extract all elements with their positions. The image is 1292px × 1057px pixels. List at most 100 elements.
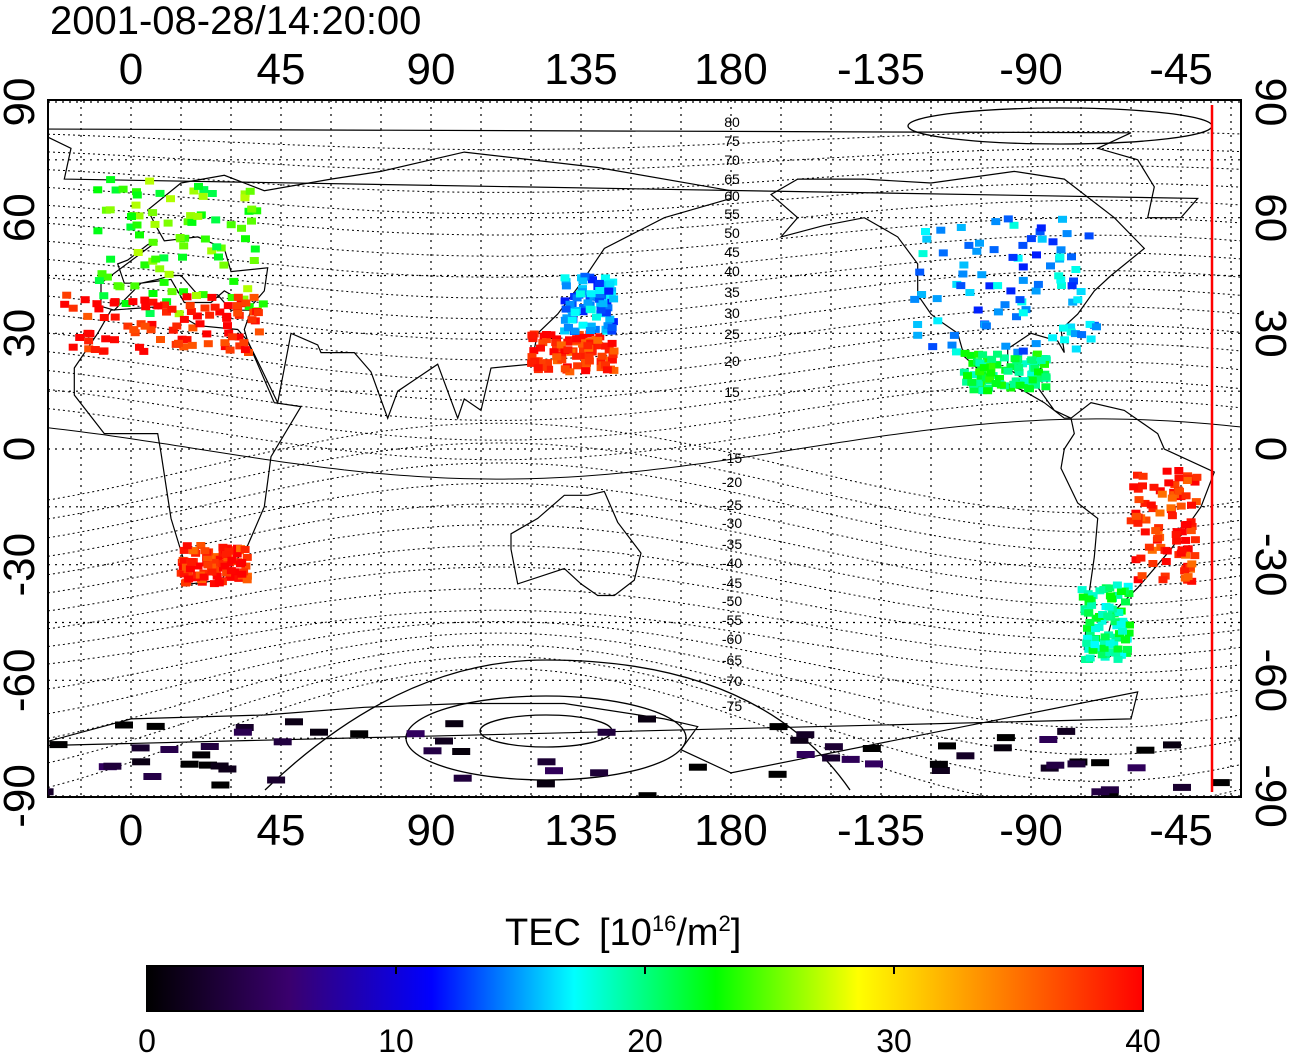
tec-cell <box>233 293 243 301</box>
contour-label: -15 <box>722 450 742 466</box>
tec-cell <box>1039 736 1058 743</box>
tec-cell <box>1167 512 1177 520</box>
tec-cell <box>1103 612 1113 620</box>
tec-cell <box>1121 636 1130 644</box>
tec-cell <box>969 386 979 394</box>
top-lon-label: 135 <box>544 45 617 94</box>
tec-cell <box>102 273 112 281</box>
tec-cell <box>573 362 583 370</box>
tec-cell <box>1069 277 1078 285</box>
tec-cell <box>1046 262 1055 270</box>
tec-cell <box>1125 621 1134 629</box>
contour-line <box>48 588 1241 657</box>
tec-cell <box>557 356 567 364</box>
tec-cell <box>350 730 369 738</box>
tec-cell <box>247 316 257 324</box>
tec-cell <box>178 253 187 261</box>
tec-cell <box>967 378 977 386</box>
tec-cell <box>48 788 54 796</box>
tec-cell <box>969 371 979 379</box>
tec-cell <box>220 343 230 351</box>
tec-cell <box>245 187 255 195</box>
tec-cell <box>1014 364 1024 372</box>
tec-cell <box>609 347 619 355</box>
tec-cell <box>1099 586 1109 593</box>
tec-cell <box>938 249 948 257</box>
tec-cell <box>225 573 235 581</box>
tec-cell <box>1100 638 1109 646</box>
tec-cell <box>975 239 984 247</box>
tec-cell <box>97 270 107 278</box>
tec-cell <box>578 321 588 329</box>
left-lat-label: -90 <box>0 764 44 828</box>
tec-cell <box>1190 536 1200 544</box>
tec-cell <box>796 751 815 758</box>
tec-cell <box>1122 649 1132 657</box>
tec-cell <box>992 361 1001 369</box>
tec-cell <box>1035 228 1045 236</box>
tec-cell <box>578 308 588 316</box>
tec-cell <box>1040 360 1049 368</box>
tec-cell <box>179 288 188 296</box>
tec-cell <box>129 326 139 334</box>
tec-cell <box>607 339 617 347</box>
tec-cell <box>975 368 985 376</box>
tec-cell <box>118 185 128 193</box>
tec-cell <box>915 268 925 276</box>
tec-cell <box>556 341 566 349</box>
contour-label: -55 <box>722 612 742 628</box>
tec-cell <box>1099 644 1109 652</box>
tec-cell <box>1037 235 1047 243</box>
tec-cell <box>688 763 707 771</box>
tec-cell <box>593 336 603 344</box>
tec-cell <box>1012 313 1021 321</box>
tec-cell <box>215 308 225 316</box>
tec-cell <box>273 738 292 746</box>
tec-cell <box>1046 761 1065 769</box>
tec-cell <box>1105 584 1115 592</box>
contour-label: 80 <box>724 114 740 130</box>
bottom-lon-label: 180 <box>694 806 767 855</box>
tec-cell <box>1187 577 1197 585</box>
tec-cell <box>1175 487 1184 495</box>
tec-cell <box>143 773 162 780</box>
right-lat-label: -60 <box>1246 649 1292 713</box>
contour-line <box>48 182 1241 215</box>
contour-line <box>48 667 1241 797</box>
contour-line <box>48 566 1241 640</box>
tec-cell <box>638 715 656 723</box>
tec-cell <box>1140 528 1150 536</box>
tec-cell <box>226 221 236 229</box>
tec-cell <box>1018 263 1028 271</box>
tec-cell <box>601 309 611 317</box>
tec-cell <box>209 558 219 566</box>
tec-cell <box>602 366 612 374</box>
tec-cell <box>1105 639 1115 647</box>
tec-cell <box>1060 336 1070 344</box>
colorbar-tick-label: 20 <box>627 1023 663 1057</box>
tec-cell <box>1177 546 1187 554</box>
tec-cell <box>1083 634 1093 642</box>
tec-cell <box>604 346 614 354</box>
tec-cell <box>1085 654 1095 662</box>
tec-cell <box>244 303 254 311</box>
tec-cell <box>938 742 956 750</box>
tec-cell <box>423 747 442 755</box>
tec-cell <box>227 294 237 301</box>
colorbar: TEC [1016/m2] 0 10 20 30 40 <box>138 911 1161 1057</box>
tec-cell <box>962 378 972 386</box>
tec-cell <box>199 186 209 194</box>
left-lat-label: -60 <box>0 649 44 713</box>
tec-cell <box>179 557 189 565</box>
tec-cell <box>1077 331 1087 339</box>
tec-cell <box>1018 241 1028 249</box>
tec-cell <box>578 277 588 285</box>
tec-cell <box>579 304 589 311</box>
tec-cell <box>1136 746 1155 754</box>
contour-label: -40 <box>722 555 742 571</box>
contour-label: 50 <box>724 225 740 241</box>
bottom-lon-label: 135 <box>544 806 617 855</box>
tec-cell <box>578 340 587 348</box>
tec-cell <box>1018 347 1028 355</box>
